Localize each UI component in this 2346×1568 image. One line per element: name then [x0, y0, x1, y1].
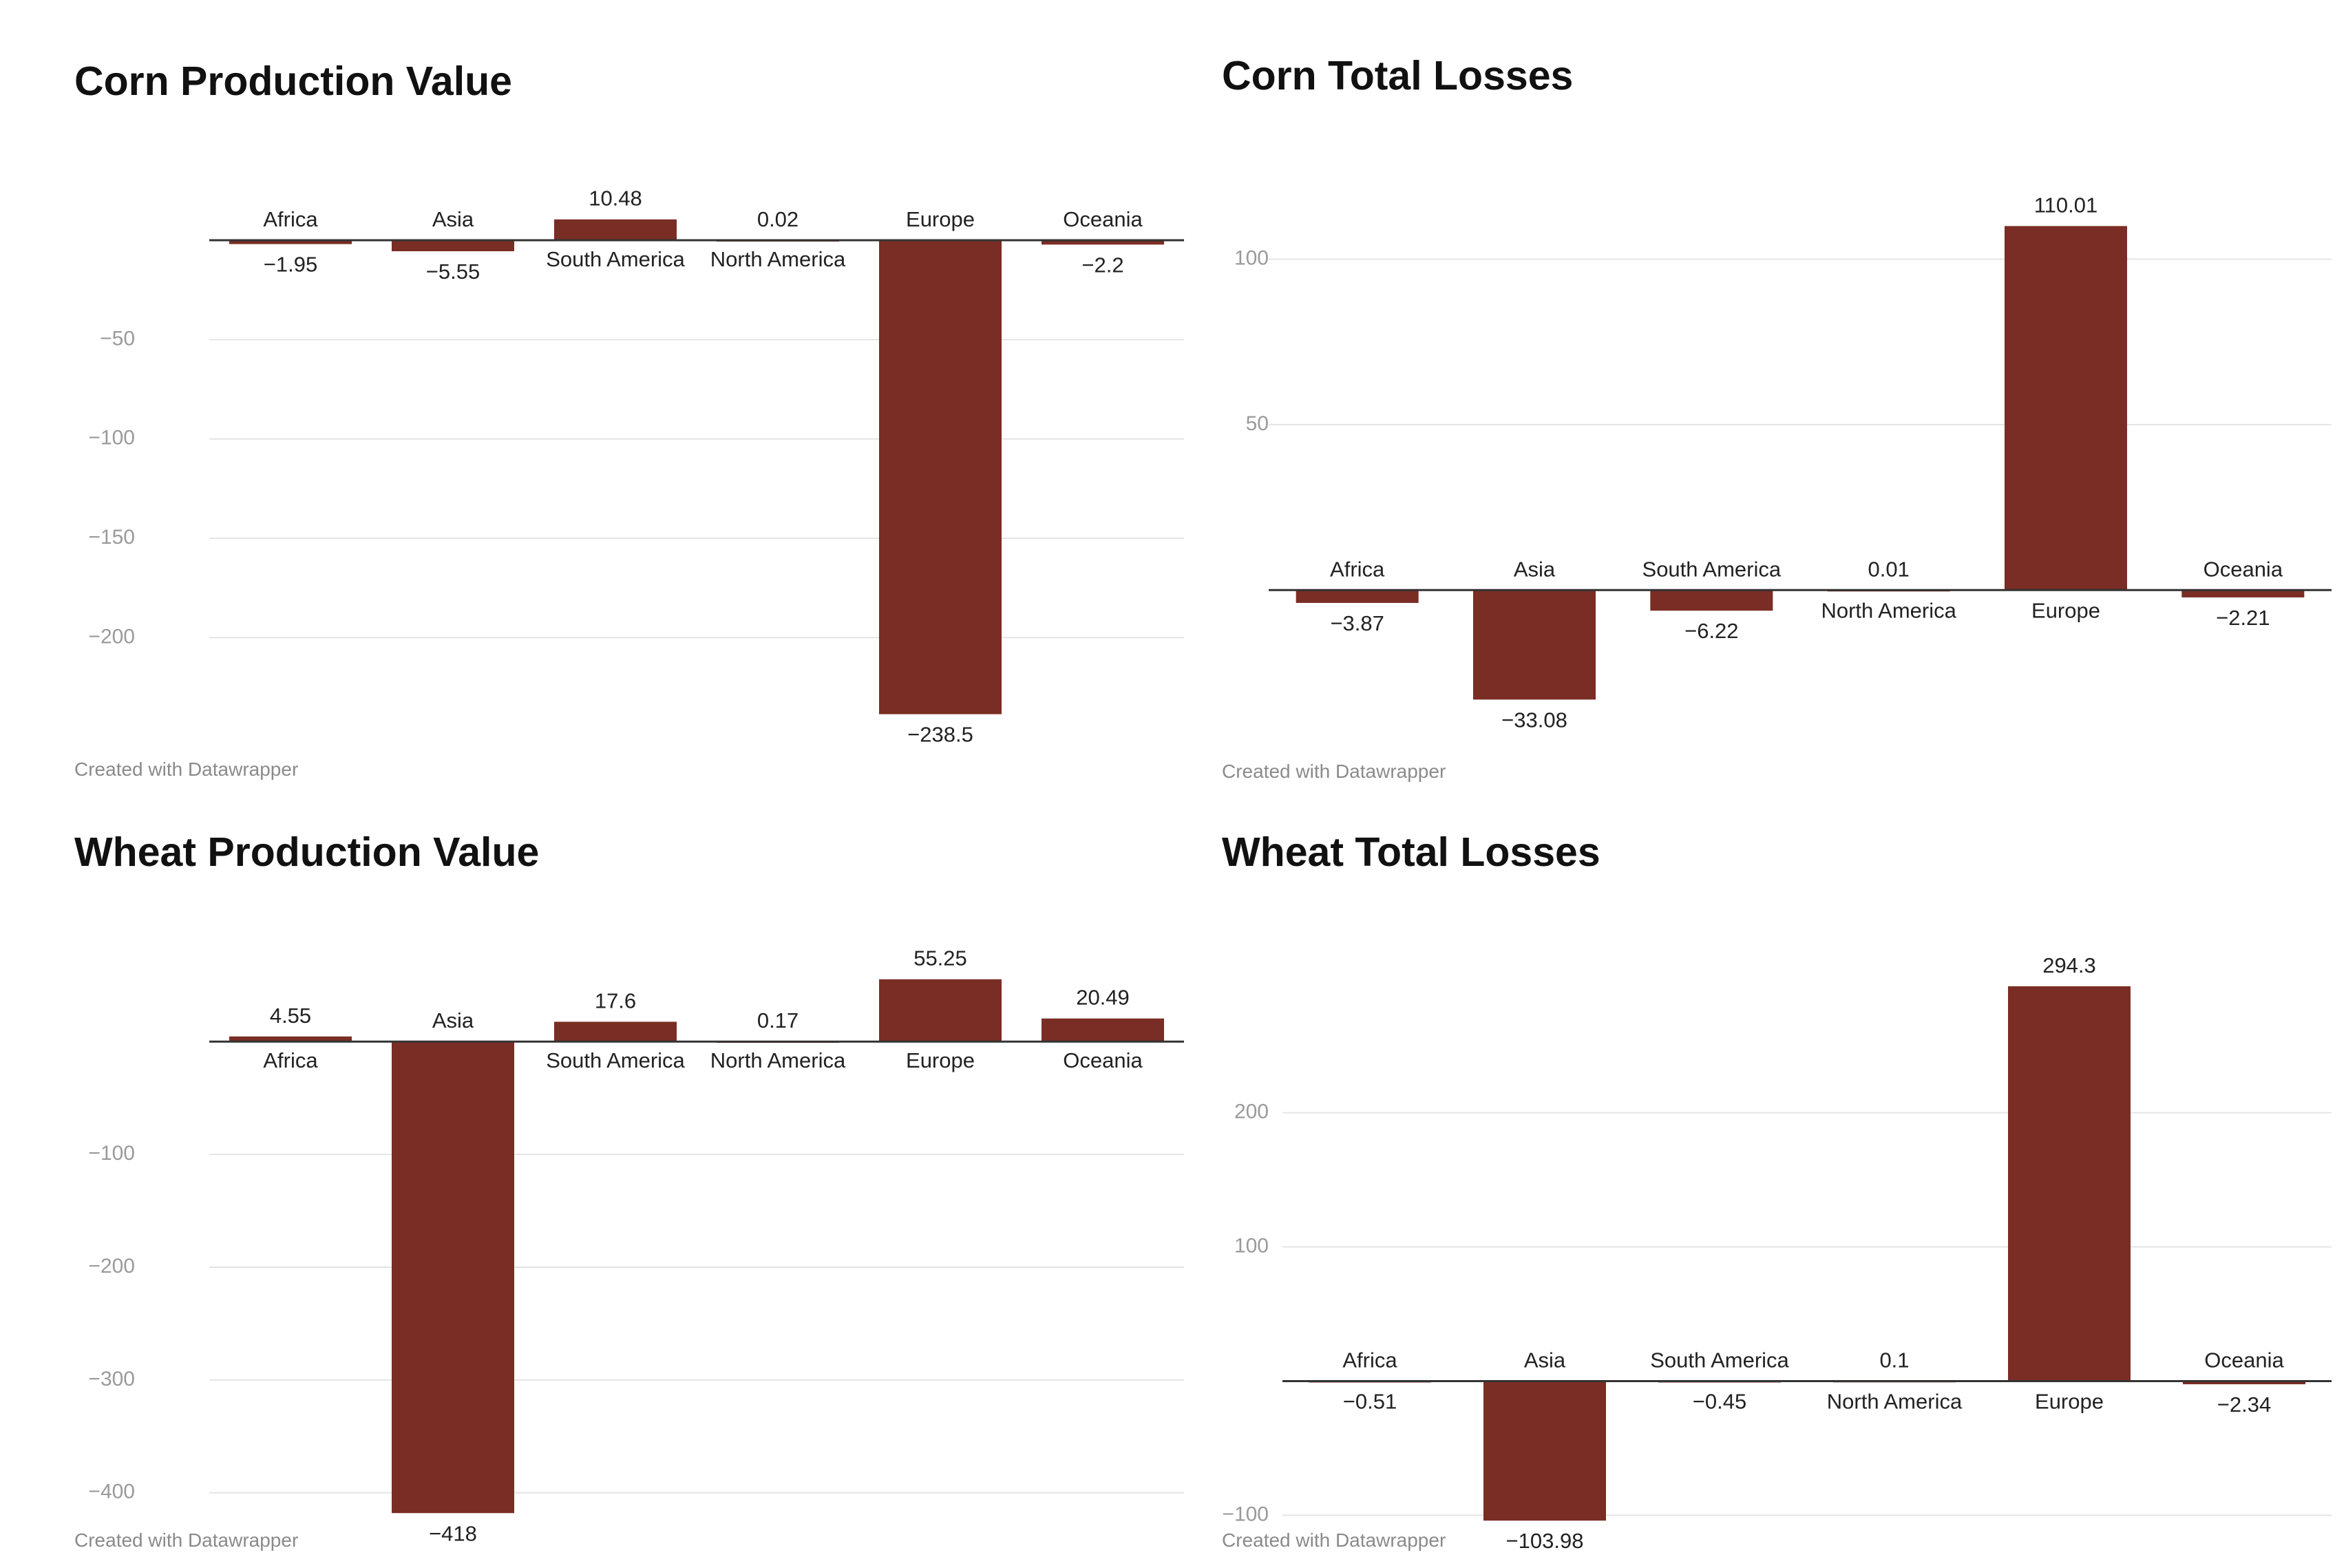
chart-panel-corn-losses: Corn Total Losses 100 50 Africa −3.87 Asia −3…: [1222, 48, 2337, 782]
value-label-asia: −5.55: [426, 259, 480, 284]
bar-chart-corn-losses: 100 50 Africa −3.87 Asia −33.08 South America −…: [1234, 193, 2332, 732]
chart-panel-wheat-production: Wheat Production Value −100 −200 −300 −400 A…: [74, 819, 1190, 1551]
category-label-europe: Europe: [906, 1048, 975, 1072]
category-label-africa: Africa: [263, 207, 318, 231]
category-label-north-america: North America: [710, 1048, 846, 1072]
bar-oceania: [2181, 590, 2305, 597]
category-label-europe: Europe: [2035, 1389, 2104, 1413]
value-label-south-america: −0.45: [1693, 1389, 1746, 1413]
category-label-oceania: Oceania: [2204, 557, 2283, 581]
bar-oceania: [1042, 240, 1164, 245]
value-label-europe: −238.5: [907, 723, 973, 747]
chart-title: Corn Total Losses: [1222, 53, 1574, 98]
chart-panel-wheat-losses: Wheat Total Losses 200 100 −100 Africa −0.51…: [1222, 819, 2337, 1553]
chart-title: Wheat Total Losses: [1222, 829, 1600, 875]
category-label-europe: Europe: [2031, 598, 2100, 622]
value-label-south-america: −6.22: [1684, 619, 1738, 643]
category-label-asia: Asia: [432, 207, 474, 231]
category-label-africa: Africa: [263, 1048, 318, 1072]
y-tick-label: 50: [1246, 412, 1269, 435]
chart-title: Corn Production Value: [74, 59, 512, 104]
value-label-africa: −3.87: [1330, 611, 1384, 635]
value-label-north-america: 0.17: [757, 1008, 799, 1032]
bar-chart-wheat-production: −100 −200 −300 −400 Africa 4.55 Asia −418 South …: [88, 946, 1184, 1545]
value-label-oceania: 20.49: [1076, 986, 1130, 1010]
y-tick-label: −50: [100, 327, 135, 350]
category-label-north-america: North America: [710, 247, 846, 271]
bar-south-america: [554, 1021, 677, 1042]
y-tick-label: 100: [1234, 1234, 1269, 1257]
value-label-north-america: 0.01: [1868, 557, 1909, 581]
bar-europe: [2005, 226, 2127, 591]
value-label-north-america: 0.02: [757, 207, 799, 231]
value-label-oceania: −2.2: [1081, 253, 1123, 277]
y-tick-label: −100: [88, 1142, 135, 1165]
y-tick-label: −150: [88, 526, 135, 549]
bar-south-america: [1650, 590, 1773, 611]
category-label-oceania: Oceania: [1063, 207, 1143, 231]
datawrapper-credit: Created with Datawrapper: [74, 1529, 299, 1551]
bar-south-america: [554, 219, 677, 240]
value-label-europe: 294.3: [2042, 953, 2096, 977]
bar-europe: [879, 240, 1002, 714]
category-label-south-america: South America: [1642, 557, 1782, 581]
value-label-africa: −1.95: [264, 253, 317, 277]
value-label-africa: −0.51: [1343, 1389, 1397, 1413]
y-tick-label: −200: [88, 1255, 135, 1278]
y-tick-label: −300: [88, 1368, 135, 1390]
value-label-south-america: 17.6: [595, 988, 636, 1013]
y-tick-label: −100: [1222, 1503, 1269, 1525]
bar-africa: [229, 240, 352, 244]
bar-chart-wheat-losses: 200 100 −100 Africa −0.51 Asia −103.98 South Am…: [1222, 953, 2332, 1553]
value-label-asia: −103.98: [1506, 1529, 1584, 1553]
value-label-europe: 55.25: [913, 946, 967, 971]
datawrapper-credit: Created with Datawrapper: [1222, 761, 1446, 782]
category-label-asia: Asia: [1514, 557, 1556, 581]
value-label-south-america: 10.48: [589, 187, 642, 211]
chart-title: Wheat Production Value: [74, 829, 540, 875]
bar-europe: [879, 979, 1002, 1042]
value-label-europe: 110.01: [2034, 193, 2098, 217]
category-label-oceania: Oceania: [2204, 1348, 2284, 1372]
bar-oceania: [1042, 1018, 1164, 1042]
bar-asia: [392, 1041, 514, 1514]
category-label-asia: Asia: [432, 1008, 474, 1032]
bar-chart-corn-production: −50 −100 −150 −200 Africa −1.95 Asia −5.55 South…: [88, 187, 1184, 747]
category-label-north-america: North America: [1821, 598, 1956, 622]
category-label-africa: Africa: [1330, 557, 1385, 581]
chart-panel-corn-production: Corn Production Value −50 −100 −150 −200 Afr…: [74, 48, 1190, 780]
value-label-africa: 4.55: [270, 1004, 311, 1028]
bar-asia: [1473, 590, 1596, 700]
value-label-north-america: 0.1: [1879, 1348, 1909, 1372]
value-label-oceania: −2.34: [2217, 1392, 2271, 1417]
category-label-oceania: Oceania: [1063, 1048, 1143, 1072]
value-label-asia: −33.08: [1501, 708, 1567, 732]
bar-africa: [229, 1036, 352, 1042]
category-label-south-america: South America: [546, 1048, 685, 1072]
y-tick-label: 100: [1234, 246, 1269, 269]
y-tick-label: −100: [88, 427, 135, 449]
category-label-europe: Europe: [906, 207, 975, 231]
bar-africa: [1296, 590, 1419, 603]
datawrapper-credit: Created with Datawrapper: [74, 759, 299, 780]
category-label-south-america: South America: [546, 247, 685, 271]
value-label-oceania: −2.21: [2216, 606, 2270, 630]
category-label-africa: Africa: [1342, 1348, 1397, 1372]
category-label-south-america: South America: [1650, 1348, 1789, 1372]
bar-asia: [392, 240, 514, 252]
category-label-asia: Asia: [1524, 1348, 1566, 1372]
y-tick-label: 200: [1234, 1101, 1269, 1123]
category-label-north-america: North America: [1827, 1389, 1963, 1413]
bar-oceania: [2183, 1381, 2305, 1385]
bar-asia: [1483, 1381, 1606, 1521]
value-label-asia: −418: [429, 1521, 477, 1545]
datawrapper-credit: Created with Datawrapper: [1222, 1529, 1446, 1551]
y-tick-label: −200: [88, 625, 135, 648]
bar-europe: [2008, 986, 2131, 1381]
y-tick-label: −400: [88, 1481, 135, 1503]
